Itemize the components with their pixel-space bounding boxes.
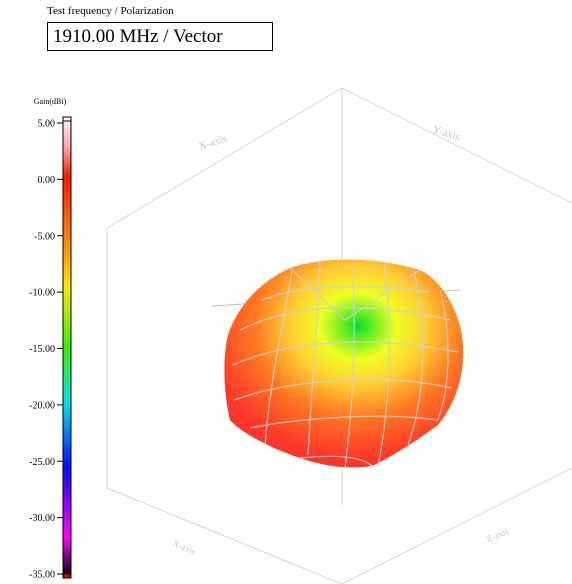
front-left-axis-label: X-axis [171,538,197,557]
colorbar-title: Gain(dBi) [34,97,67,106]
test-frequency-label: Test frequency / Polarization [47,5,174,17]
colorbar-tick-label: -15.00 [29,344,55,355]
antenna-pattern-surface [224,259,464,468]
front-right-axis-label: Z-axis [485,526,511,544]
test-frequency-field: 1910.00 MHz / Vector [47,22,273,51]
colorbar-tick-label: -5.00 [34,231,55,242]
colorbar-max-marker [62,116,72,122]
colorbar-min-marker [62,573,72,579]
colorbar-tick-label: -10.00 [29,288,55,299]
surface-mesh [231,259,459,469]
colorbar-tick-label: -35.00 [29,570,55,581]
colorbar [62,116,72,579]
colorbar-tick-label: -20.00 [29,400,55,411]
colorbar-tick-label: -30.00 [29,513,55,524]
x-axis-label: X-axis [197,132,229,152]
colorbar-tick-label: -25.00 [29,457,55,468]
colorbar-tick-label: 0.00 [38,175,56,186]
colorbar-tick-label: 5.00 [38,119,56,130]
